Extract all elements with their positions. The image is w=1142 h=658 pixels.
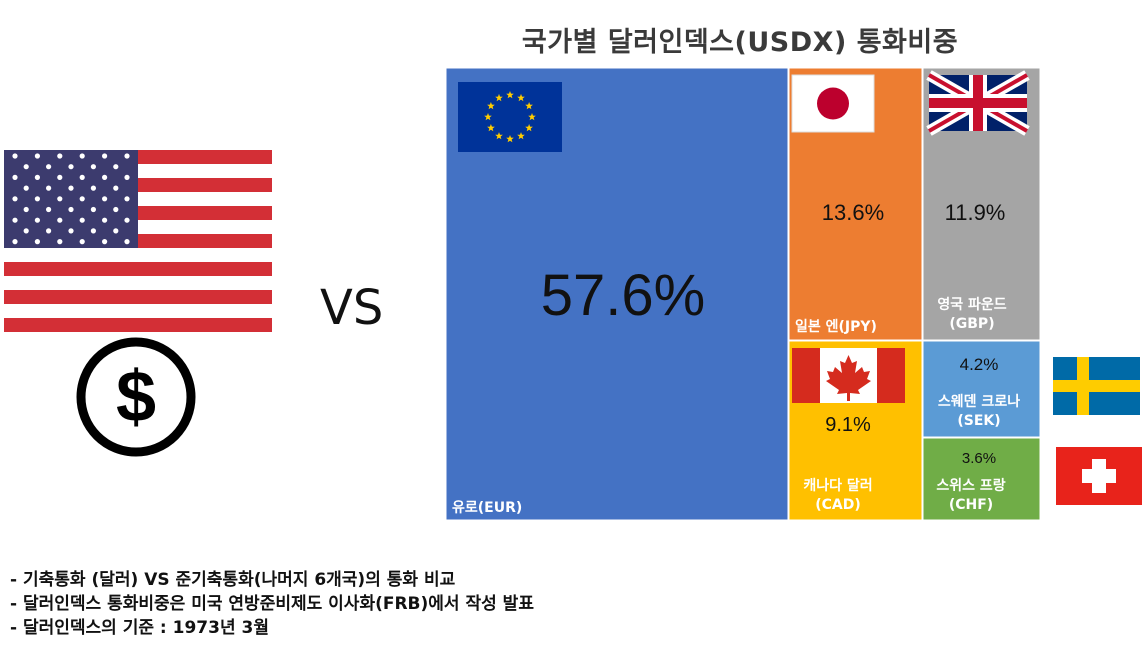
- category-label-jpy: 일본 엔(JPY): [795, 318, 877, 335]
- switzerland-flag-icon: [1056, 447, 1142, 505]
- note-line: - 기축통화 (달러) VS 준기축통화(나머지 6개국)의 통화 비교: [10, 570, 456, 590]
- category-label-eur: 유로(EUR): [452, 500, 522, 516]
- japan-flag-icon: [791, 74, 875, 133]
- category-label-sek: 스웨덴 크로나 (SEK): [938, 394, 1020, 429]
- note-line: - 달러인덱스 통화비중은 미국 연방준비제도 이사화(FRB)에서 작성 발표: [10, 594, 534, 614]
- value-label-cad: 9.1%: [825, 414, 871, 436]
- value-label-gbp: 11.9%: [945, 200, 1006, 225]
- notes: - 기축통화 (달러) VS 준기축통화(나머지 6개국)의 통화 비교 - 달…: [10, 568, 534, 640]
- value-label-sek: 4.2%: [960, 355, 999, 374]
- value-label-chf: 3.6%: [962, 450, 996, 467]
- category-label-cad: 캐나다 달러 (CAD): [803, 478, 872, 513]
- uk-flag-icon: [926, 70, 1030, 136]
- vs-label: VS: [320, 280, 384, 336]
- tile-rect-chf: [922, 437, 1041, 521]
- tile-rect-sek: [922, 340, 1041, 438]
- tile-chf: 3.6% 스위스 프랑 (CHF): [922, 437, 1041, 521]
- chart-title: 국가별 달러인덱스(USDX) 통화비중: [521, 27, 959, 58]
- value-label-jpy: 13.6%: [822, 200, 884, 225]
- note-line: - 달러인덱스의 기준 : 1973년 3월: [10, 618, 269, 638]
- canada-flag-icon: [792, 348, 905, 403]
- sweden-flag-icon: [1053, 357, 1140, 415]
- svg-text:$: $: [116, 357, 156, 437]
- value-label-eur: 57.6%: [541, 263, 705, 328]
- tile-sek: 4.2% 스웨덴 크로나 (SEK): [922, 340, 1041, 438]
- category-label-chf: 스위스 프랑 (CHF): [936, 478, 1005, 513]
- category-label-gbp: 영국 파운드 (GBP): [937, 296, 1006, 332]
- dollar-coin-icon: $: [76, 337, 196, 457]
- us-flag-icon: [4, 150, 272, 332]
- eu-flag-icon: [458, 82, 562, 152]
